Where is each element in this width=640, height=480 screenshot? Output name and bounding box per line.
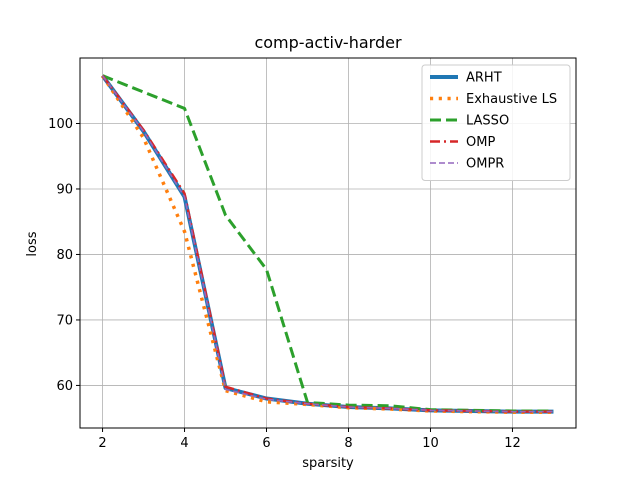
y-axis-ticks: 60 70 80 90 100	[48, 117, 80, 394]
y-tick-label: 80	[56, 248, 73, 263]
legend: ARHT Exhaustive LS LASSO OMP OMPR	[421, 64, 571, 181]
legend-label: LASSO	[466, 114, 509, 129]
plot-frame	[79, 57, 577, 429]
chart-title: comp-activ-harder	[254, 33, 401, 52]
y-tick-label: 90	[56, 182, 73, 197]
y-tick-label: 100	[48, 117, 73, 132]
x-axis-title: sparsity	[302, 456, 354, 471]
series-line-5	[101, 75, 554, 413]
legend-label: OMPR	[466, 157, 504, 172]
series-line-4	[101, 74, 554, 413]
x-axis-ticks: 2 4 6 8 10 12	[98, 428, 521, 451]
y-axis-title: loss	[25, 231, 40, 256]
x-tick-label: 4	[180, 436, 188, 451]
x-tick-label: 10	[422, 436, 439, 451]
legend-label: OMP	[466, 135, 495, 150]
y-tick-label: 60	[56, 379, 73, 394]
legend-label: Exhaustive LS	[466, 92, 557, 107]
x-tick-label: 8	[344, 436, 352, 451]
x-tick-label: 12	[504, 436, 521, 451]
series-layer	[100, 74, 554, 415]
x-tick-label: 6	[262, 436, 270, 451]
legend-label: ARHT	[466, 71, 502, 86]
legend-box	[421, 64, 571, 181]
x-tick-label: 2	[98, 436, 106, 451]
y-tick-label: 70	[56, 313, 73, 328]
